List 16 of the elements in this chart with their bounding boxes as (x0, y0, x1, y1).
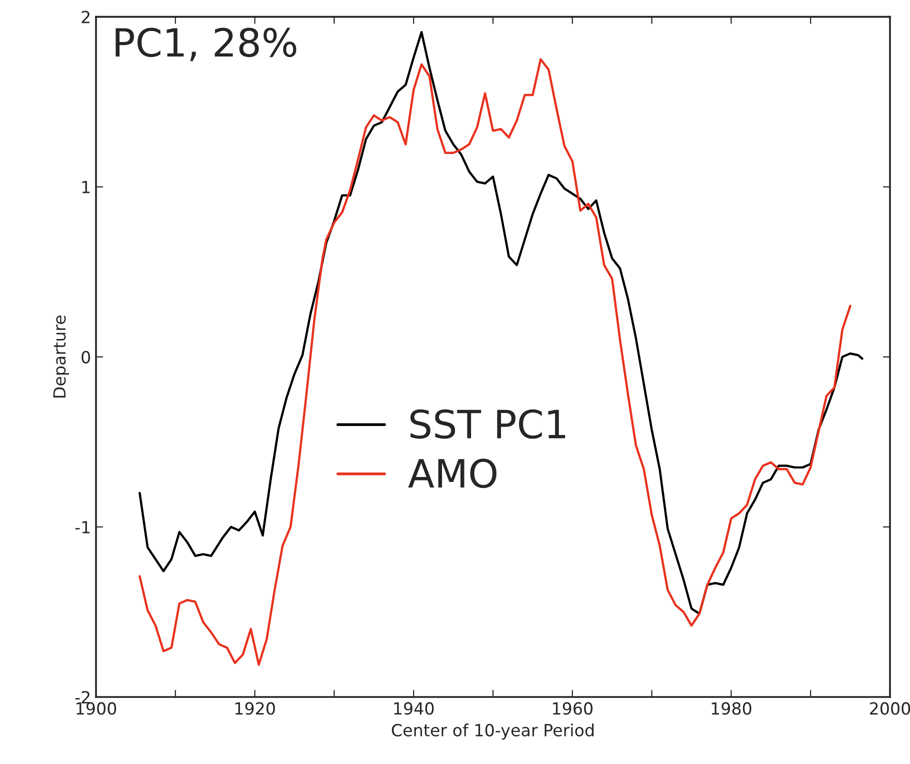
y-tick-label: 2 (82, 10, 90, 24)
y-tick-label: -1 (75, 521, 90, 534)
annotation: PC1, 28% (116, 28, 296, 62)
x-tick-label: 1940 (394, 702, 434, 715)
y-axis-title: Departure (53, 316, 69, 398)
legend-label: SST PC1 (410, 409, 566, 439)
x-tick-label: 1980 (712, 702, 752, 715)
legend-label: AMO (408, 458, 496, 488)
x-tick-label: 1900 (76, 702, 116, 715)
y-tick-label: 0 (82, 350, 90, 364)
x-tick-label: 1920 (235, 702, 275, 715)
x-tick-label: 2000 (870, 702, 910, 715)
x-axis-title: Center of 10-year Period (392, 724, 594, 740)
y-tick-label: 1 (82, 181, 90, 194)
y-tick-label: -2 (75, 690, 90, 704)
x-tick-label: 1960 (553, 702, 592, 715)
